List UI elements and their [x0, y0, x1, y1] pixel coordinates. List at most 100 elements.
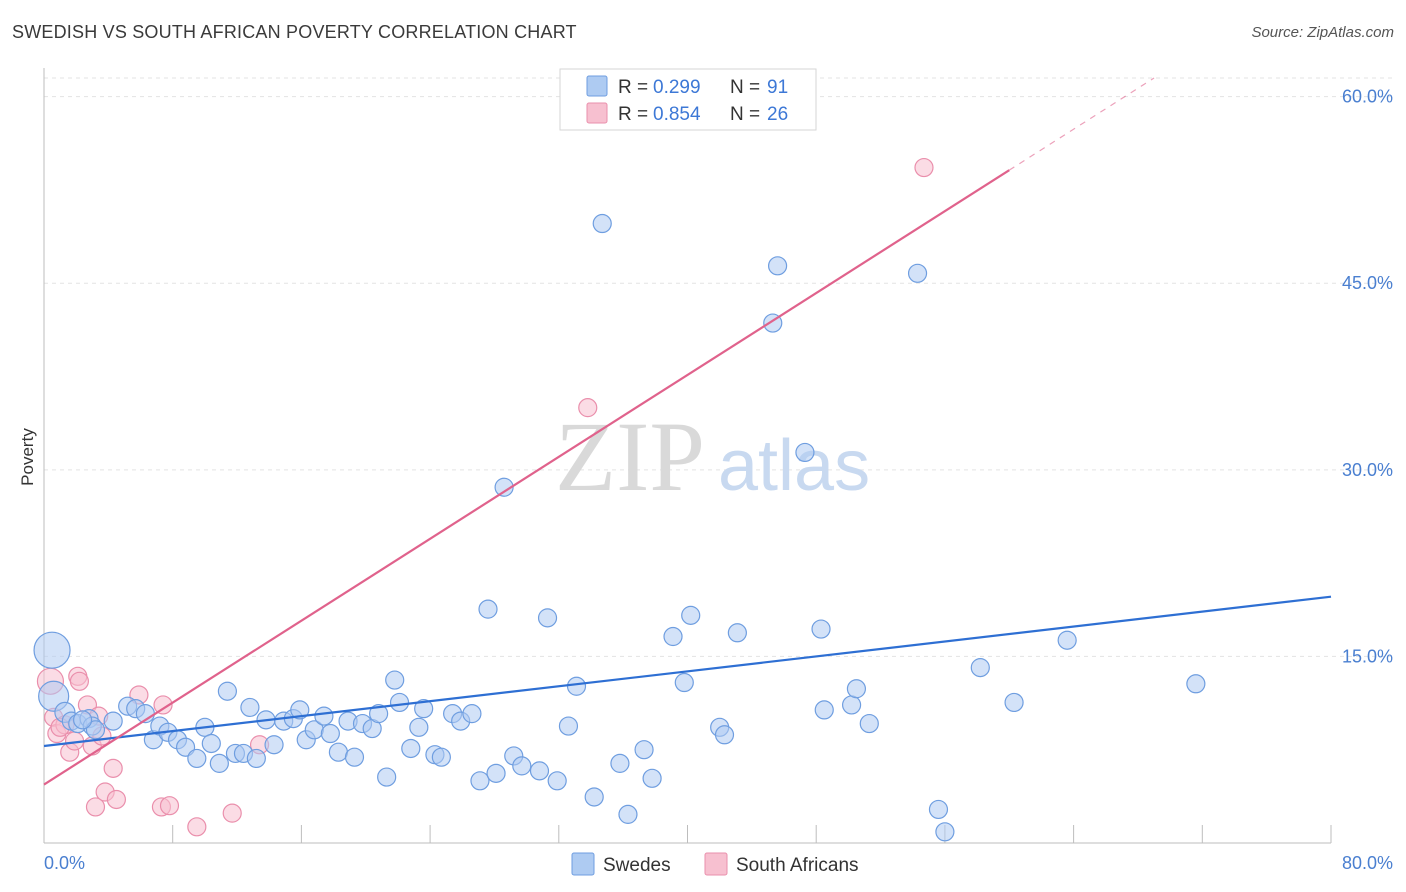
swedes-point-76 [767, 256, 788, 276]
south-africans-point-10 [85, 797, 106, 817]
swedes-point-0 [33, 631, 71, 669]
swedes-point-53 [478, 599, 498, 619]
swedes-point-54 [486, 763, 506, 783]
swedes-point-90 [73, 710, 93, 730]
swedes-point-17 [187, 748, 207, 769]
swedes-point-68 [642, 768, 662, 788]
legend-n-value-swedes: 91 [767, 77, 788, 98]
south-africans-point-23 [578, 398, 598, 418]
bottom-legend-swatch-south-africans [704, 852, 728, 876]
swedes-point-81 [846, 679, 867, 699]
swedes-point-33 [314, 706, 334, 726]
swedes-point-85 [935, 822, 955, 842]
swedes-point-40 [369, 704, 389, 724]
swedes-point-34 [320, 723, 340, 744]
swedes-point-71 [681, 605, 701, 625]
swedes-point-27 [264, 735, 284, 755]
swedes-point-69 [663, 626, 683, 647]
swedes-point-25 [246, 748, 266, 769]
swedes-point-61 [558, 716, 579, 736]
swedes-point-59 [537, 608, 558, 628]
swedes-point-82 [859, 713, 879, 734]
swedes-point-7 [85, 720, 106, 740]
y-tick-label-3: 60.0% [1342, 87, 1393, 107]
swedes-point-87 [1004, 692, 1024, 713]
swedes-point-78 [811, 619, 831, 639]
swedes-point-48 [431, 747, 451, 767]
swedes-point-63 [584, 787, 604, 807]
swedes-point-45 [409, 717, 429, 737]
legend-swatch-south-africans [586, 102, 608, 124]
swedes-point-19 [201, 733, 221, 754]
x-tick-max: 80.0% [1342, 853, 1393, 873]
swedes-point-80 [841, 695, 862, 715]
swedes-point-62 [566, 676, 587, 696]
swedes-point-24 [240, 697, 260, 718]
swedes-point-67 [634, 740, 654, 760]
y-tick-label-1: 30.0% [1342, 460, 1393, 480]
legend-n-value-south-africans: 26 [767, 104, 788, 125]
y-tick-label-0: 15.0% [1342, 646, 1393, 666]
swedes-point-57 [512, 756, 532, 776]
swedes-point-86 [970, 658, 990, 678]
swedes-point-52 [470, 771, 490, 791]
legend: R = 0.299 N = 91 R = 0.854 N = 26 [559, 68, 817, 131]
swedes-point-66 [618, 804, 638, 824]
south-africans-point-18 [153, 695, 173, 715]
watermark: ZIP atlas [555, 401, 870, 512]
legend-r-label-south-africans: R = [618, 104, 648, 125]
y-axis-label: Poverty [18, 428, 37, 486]
swedes-point-60 [547, 771, 567, 791]
south-africans-point-7 [69, 671, 89, 691]
swedes-point-46 [414, 699, 434, 719]
south-africans-point-21 [222, 803, 242, 823]
south-africans-point-24 [914, 157, 934, 178]
swedes-point-41 [377, 767, 397, 787]
swedes-point-21 [217, 681, 237, 701]
swedes-point-58 [529, 761, 550, 781]
y-tick-labels: 15.0% 30.0% 45.0% 60.0% [1342, 87, 1393, 667]
south-africans-points [36, 157, 934, 837]
swedes-point-42 [385, 670, 405, 690]
swedes-points [33, 213, 1206, 842]
swedes-point-83 [907, 263, 928, 283]
swedes-point-35 [328, 742, 349, 762]
swedes-point-44 [401, 738, 421, 759]
watermark-zip: ZIP [555, 401, 705, 512]
swedes-point-73 [714, 725, 735, 745]
south-africans-point-19 [159, 796, 180, 816]
swedes-point-43 [389, 692, 410, 713]
watermark-atlas: atlas [718, 426, 870, 506]
swedes-point-74 [727, 623, 747, 643]
south-africans-point-15 [106, 789, 126, 810]
axes [43, 68, 1332, 844]
legend-swatch-swedes [586, 75, 608, 97]
swedes-point-65 [610, 753, 630, 773]
bottom-legend-swedes: Swedes [603, 855, 671, 876]
swedes-point-8 [103, 711, 123, 731]
bottom-legend-swatch-swedes [571, 852, 595, 876]
trend-lines [43, 77, 1332, 786]
bottom-legend-south-africans: South Africans [736, 855, 859, 876]
swedes-point-37 [344, 747, 365, 767]
swedes-point-89 [1186, 674, 1206, 694]
swedes-trend-line [43, 595, 1332, 748]
swedes-point-79 [814, 700, 834, 720]
y-tick-label-2: 45.0% [1342, 273, 1393, 293]
legend-r-value-south-africans: 0.854 [653, 104, 701, 125]
swedes-point-30 [290, 700, 310, 720]
swedes-point-84 [928, 799, 949, 820]
south-africans-point-20 [187, 817, 207, 837]
legend-r-value-swedes: 0.299 [653, 77, 701, 98]
swedes-point-64 [592, 213, 612, 234]
bottom-legend: Swedes South Africans [571, 852, 859, 876]
x-tick-min: 0.0% [44, 853, 85, 873]
legend-n-label-swedes: N = [730, 77, 760, 98]
south-africans-trend-line-extension [1008, 77, 1155, 171]
gridlines [44, 77, 1393, 657]
swedes-point-70 [674, 672, 694, 693]
swedes-point-20 [209, 753, 229, 773]
legend-r-label-swedes: R = [618, 77, 648, 98]
south-africans-point-14 [103, 758, 123, 778]
